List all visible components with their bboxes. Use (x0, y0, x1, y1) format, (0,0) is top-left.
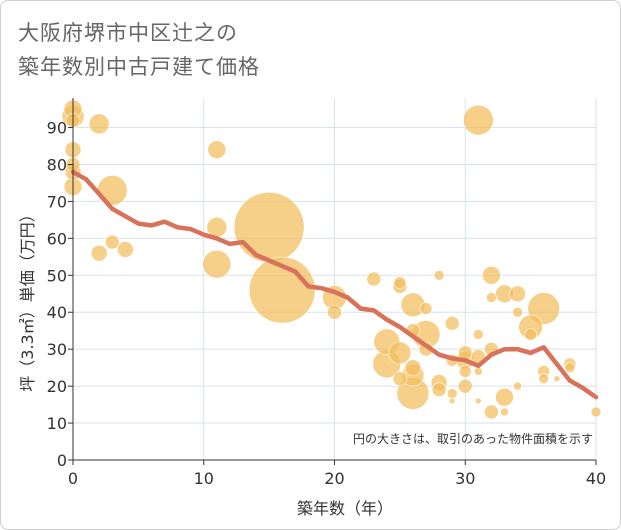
data-bubble (513, 381, 522, 391)
data-bubble (524, 328, 537, 341)
data-bubble (448, 397, 456, 405)
data-bubble (104, 234, 120, 250)
x-tick-label: 0 (68, 469, 78, 488)
data-bubble (553, 375, 561, 383)
data-bubble (446, 388, 458, 399)
data-bubble (207, 140, 227, 160)
axes: 0 10 20 30 40 0 10 20 30 40 50 60 70 80 90 (47, 98, 606, 488)
data-bubble (444, 316, 460, 331)
data-bubble (463, 104, 494, 136)
data-bubble (538, 373, 550, 385)
data-bubble (512, 306, 523, 318)
y-tick-label: 50 (47, 266, 67, 285)
data-bubble (90, 244, 108, 262)
data-bubble (433, 270, 445, 281)
data-bubble (233, 191, 305, 263)
data-bubble (484, 404, 499, 420)
y-tick-label: 60 (47, 229, 67, 248)
y-tick-label: 10 (47, 414, 67, 433)
data-bubble (475, 397, 482, 405)
y-tick-label: 20 (47, 377, 67, 396)
x-tick-label: 20 (324, 469, 344, 488)
data-bubble (590, 406, 602, 418)
data-bubble (431, 382, 447, 398)
data-bubble (366, 271, 382, 287)
data-bubble (457, 378, 473, 394)
data-bubble (500, 407, 509, 417)
data-bubble (393, 276, 407, 289)
data-bubble (202, 249, 232, 279)
average-line-series (70, 169, 599, 400)
data-bubble (419, 302, 433, 315)
y-tick-label: 30 (47, 340, 67, 359)
data-bubble (392, 371, 408, 387)
x-tick-label: 30 (455, 469, 475, 488)
data-bubble (482, 266, 501, 285)
y-tick-label: 70 (47, 192, 67, 211)
data-bubble (509, 285, 526, 303)
y-tick-label: 90 (47, 119, 67, 138)
data-bubble (486, 292, 497, 303)
bubble-series (61, 99, 602, 420)
data-bubble (473, 329, 484, 340)
x-tick-label: 40 (586, 469, 606, 488)
data-bubble (327, 304, 342, 320)
chart-title: 大阪府堺市中区辻之の 築年数別中古戸建て価格 (18, 16, 260, 84)
data-bubble (88, 113, 110, 135)
data-bubble (458, 365, 472, 378)
bubble-size-note: 円の大きさは、取引のあった物件面積を示す (353, 431, 593, 446)
data-bubble (388, 341, 412, 365)
data-bubble (404, 359, 422, 376)
chart-title-line2: 築年数別中古戸建て価格 (18, 55, 260, 79)
y-tick-label: 0 (57, 451, 67, 470)
x-axis-label: 築年数（年） (297, 499, 393, 518)
grid-lines (73, 98, 597, 460)
x-tick-label: 10 (194, 469, 214, 488)
y-tick-label: 40 (47, 303, 67, 322)
data-bubble (96, 175, 128, 206)
y-tick-label: 80 (47, 155, 67, 174)
data-bubble (564, 362, 576, 373)
data-bubble (495, 387, 514, 407)
data-bubble (474, 367, 483, 376)
data-bubble (117, 241, 134, 258)
average-price-line (70, 169, 599, 400)
chart-title-line1: 大阪府堺市中区辻之の (18, 21, 238, 45)
y-axis-label: 坪（3.3㎡）単価（万円） (18, 206, 37, 391)
